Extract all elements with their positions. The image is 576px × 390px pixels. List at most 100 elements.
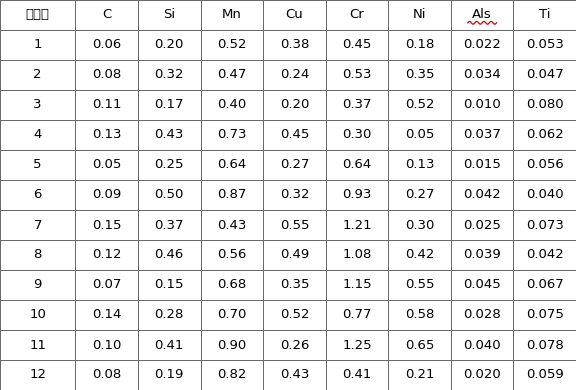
Text: 1.08: 1.08: [342, 248, 372, 262]
Text: 0.062: 0.062: [526, 128, 563, 142]
Text: 0.056: 0.056: [526, 158, 563, 172]
Text: Ni: Ni: [413, 9, 426, 21]
Text: 11: 11: [29, 339, 46, 351]
Text: 0.010: 0.010: [463, 99, 501, 112]
Text: 5: 5: [33, 158, 42, 172]
Text: 0.20: 0.20: [154, 39, 184, 51]
Text: 0.045: 0.045: [463, 278, 501, 291]
Text: 0.53: 0.53: [342, 69, 372, 82]
Text: 0.64: 0.64: [217, 158, 247, 172]
Text: 0.45: 0.45: [342, 39, 372, 51]
Text: 0.87: 0.87: [217, 188, 247, 202]
Text: 8: 8: [33, 248, 42, 262]
Text: 0.047: 0.047: [526, 69, 563, 82]
Text: 0.43: 0.43: [280, 369, 309, 381]
Text: 0.13: 0.13: [405, 158, 434, 172]
Text: 0.28: 0.28: [154, 308, 184, 321]
Text: 0.43: 0.43: [217, 218, 247, 232]
Text: 2: 2: [33, 69, 42, 82]
Text: C: C: [102, 9, 111, 21]
Text: 0.55: 0.55: [279, 218, 309, 232]
Text: 0.15: 0.15: [92, 218, 122, 232]
Text: 0.40: 0.40: [217, 99, 247, 112]
Text: 0.13: 0.13: [92, 128, 122, 142]
Text: Si: Si: [163, 9, 175, 21]
Text: 0.12: 0.12: [92, 248, 122, 262]
Text: 0.15: 0.15: [154, 278, 184, 291]
Text: 0.27: 0.27: [405, 188, 434, 202]
Text: 0.50: 0.50: [154, 188, 184, 202]
Text: 0.47: 0.47: [217, 69, 247, 82]
Text: 0.015: 0.015: [463, 158, 501, 172]
Text: Als: Als: [472, 9, 492, 21]
Text: 0.059: 0.059: [526, 369, 563, 381]
Text: 0.30: 0.30: [342, 128, 372, 142]
Text: 0.025: 0.025: [463, 218, 501, 232]
Text: 0.020: 0.020: [463, 369, 501, 381]
Text: 0.26: 0.26: [280, 339, 309, 351]
Text: 0.042: 0.042: [526, 248, 563, 262]
Text: 0.41: 0.41: [154, 339, 184, 351]
Text: 0.07: 0.07: [92, 278, 122, 291]
Text: 0.053: 0.053: [526, 39, 564, 51]
Text: 0.45: 0.45: [280, 128, 309, 142]
Text: 实施例: 实施例: [26, 9, 50, 21]
Text: 0.37: 0.37: [342, 99, 372, 112]
Text: 0.039: 0.039: [463, 248, 501, 262]
Text: 0.41: 0.41: [342, 369, 372, 381]
Text: 0.73: 0.73: [217, 128, 247, 142]
Text: 0.82: 0.82: [217, 369, 247, 381]
Text: 0.21: 0.21: [405, 369, 434, 381]
Text: Cr: Cr: [350, 9, 365, 21]
Text: Ti: Ti: [539, 9, 551, 21]
Text: 0.19: 0.19: [154, 369, 184, 381]
Text: 7: 7: [33, 218, 42, 232]
Text: 0.06: 0.06: [92, 39, 122, 51]
Text: 1.15: 1.15: [342, 278, 372, 291]
Text: 0.93: 0.93: [342, 188, 372, 202]
Text: 0.08: 0.08: [92, 69, 122, 82]
Text: 12: 12: [29, 369, 46, 381]
Text: 0.32: 0.32: [154, 69, 184, 82]
Text: 0.14: 0.14: [92, 308, 122, 321]
Text: 0.028: 0.028: [463, 308, 501, 321]
Text: 0.37: 0.37: [154, 218, 184, 232]
Text: 0.65: 0.65: [405, 339, 434, 351]
Text: 1.25: 1.25: [342, 339, 372, 351]
Text: 0.55: 0.55: [405, 278, 434, 291]
Text: 0.70: 0.70: [217, 308, 247, 321]
Text: 0.11: 0.11: [92, 99, 122, 112]
Text: 0.09: 0.09: [92, 188, 122, 202]
Text: 0.022: 0.022: [463, 39, 501, 51]
Text: 0.067: 0.067: [526, 278, 563, 291]
Text: 0.10: 0.10: [92, 339, 122, 351]
Text: 0.20: 0.20: [280, 99, 309, 112]
Text: 0.68: 0.68: [217, 278, 247, 291]
Text: 9: 9: [33, 278, 42, 291]
Text: 10: 10: [29, 308, 46, 321]
Text: 1: 1: [33, 39, 42, 51]
Text: 0.040: 0.040: [463, 339, 501, 351]
Text: 0.25: 0.25: [154, 158, 184, 172]
Text: 0.034: 0.034: [463, 69, 501, 82]
Text: 0.27: 0.27: [279, 158, 309, 172]
Text: 0.35: 0.35: [405, 69, 434, 82]
Text: 0.64: 0.64: [342, 158, 372, 172]
Text: Mn: Mn: [222, 9, 242, 21]
Text: 0.58: 0.58: [405, 308, 434, 321]
Text: 0.040: 0.040: [526, 188, 563, 202]
Text: 0.037: 0.037: [463, 128, 501, 142]
Text: 0.35: 0.35: [279, 278, 309, 291]
Text: 0.17: 0.17: [154, 99, 184, 112]
Text: 0.90: 0.90: [217, 339, 247, 351]
Text: 0.078: 0.078: [526, 339, 563, 351]
Text: 0.52: 0.52: [279, 308, 309, 321]
Text: 0.05: 0.05: [92, 158, 122, 172]
Text: 0.073: 0.073: [526, 218, 564, 232]
Text: 0.32: 0.32: [279, 188, 309, 202]
Text: 0.38: 0.38: [280, 39, 309, 51]
Text: 1.21: 1.21: [342, 218, 372, 232]
Text: 3: 3: [33, 99, 42, 112]
Text: 0.042: 0.042: [463, 188, 501, 202]
Text: 0.52: 0.52: [405, 99, 434, 112]
